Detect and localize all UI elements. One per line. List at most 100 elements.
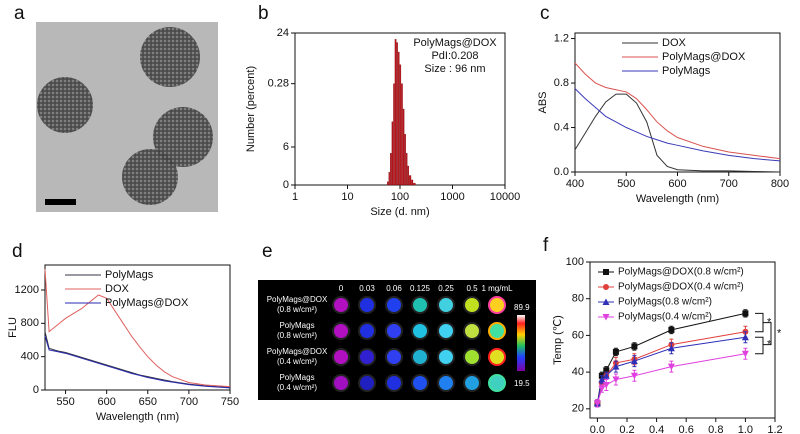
sample-spot [385,374,403,392]
significance-mark: * [767,338,772,350]
sample-spot [411,296,429,314]
sample-spot [358,348,376,366]
marker [667,363,675,371]
legend-label: PolyMags(0.8 w/cm²) [618,297,712,308]
sample-spot [332,296,350,314]
scale-min: 19.5 [514,379,530,388]
y-tick-label: 6 [283,141,289,153]
x-tick-label: 0.2 [619,424,634,434]
scale-bar [45,199,76,205]
thermal-image: 89.9 19.5 0 0.03 0.06 0.125 0.25 0.5 1 mg/mL Po… [258,280,536,400]
line [574,93,781,173]
marker [593,400,601,407]
significance-bracket [755,312,772,355]
panel-label: b [258,3,269,24]
bar [406,153,408,186]
x-tick-label: 100 [391,191,409,203]
y-axis-label: Number (percent) [245,66,257,152]
marker [612,363,620,370]
bar [407,165,409,186]
x-tick-label: 0.8 [708,424,723,434]
y-tick-label: 0 [283,179,289,191]
bar [402,108,405,186]
bar [391,121,394,186]
y-tick-label: 0.4 [554,121,569,133]
legend-label: DOX [662,37,687,49]
sample-spot [488,374,506,392]
marker [630,372,638,380]
column-label: 0.125 [410,284,431,293]
panel-label: c [540,3,550,24]
marker [631,343,638,350]
column-label: 0.06 [386,284,402,293]
bar [393,83,395,186]
marker [742,310,749,317]
marker [668,326,675,333]
plot-frame [44,264,231,391]
legend-label: PolyMags [105,269,154,281]
y-tick-label: 40 [572,366,584,378]
tem-image [36,22,218,212]
sample-spot [463,348,481,366]
bar [404,134,406,186]
sample-spot [332,322,350,340]
legend-label: DOX [105,283,130,295]
line [44,269,231,388]
y-tick-label: 0.0 [554,166,569,178]
y-tick-label: 20 [572,403,584,415]
sample-spot [385,322,403,340]
line [44,331,231,388]
row-label: PolyMags@DOX [267,347,328,356]
bar [394,39,397,186]
y-tick-label: 0 [33,384,39,396]
panel-label: d [12,241,23,262]
marker [630,357,638,365]
x-tick-label: 550 [56,396,74,408]
x-tick-label: 600 [668,178,686,190]
x-tick-label: 1000 [440,191,464,203]
x-tick-label: 650 [139,396,157,408]
marker [612,348,619,355]
marker [612,376,620,383]
y-axis-label: ABS [537,91,549,113]
row-label: PolyMags@DOX [267,295,328,304]
x-axis-label: Wavelength (nm) [636,193,719,205]
marker [741,333,749,341]
y-axis-label: Temp (℃) [552,315,564,365]
marker [602,381,610,389]
sample-spot [411,374,429,392]
x-tick-label: 800 [771,178,789,190]
x-tick-label: 750 [221,396,239,408]
line [44,335,231,389]
y-tick-label: 0.8 [554,77,569,89]
plot-frame [589,261,776,419]
y-tick-label: 60 [572,329,584,341]
bar [399,64,402,186]
panel-label: e [262,241,273,262]
bar [413,182,416,186]
x-tick-label: 0.0 [590,424,605,434]
x-tick-label: 400 [566,178,584,190]
legend-label: PolyMags [662,65,711,77]
bar [409,175,412,186]
bar [411,179,414,186]
sample-spot [463,296,481,314]
annotation: PdI:0.208 [431,50,478,62]
marker [602,372,610,379]
line [574,88,781,162]
row-label: (0.4 w/cm²) [277,357,317,366]
marker [741,350,749,358]
sample-spot [358,322,376,340]
sample-spot [437,348,455,366]
marker [598,375,606,383]
row-label: PolyMags [279,373,314,382]
row-label: (0.4 w/cm²) [277,383,317,392]
sample-spot [385,348,403,366]
sample-spot [488,348,506,366]
sample-spot [332,374,350,392]
sample-spot [358,374,376,392]
sample-spot [411,322,429,340]
x-tick-label: 0.4 [649,424,664,434]
x-axis-label: Size (d. nm) [370,206,429,218]
y-tick-label: 800 [21,317,39,329]
